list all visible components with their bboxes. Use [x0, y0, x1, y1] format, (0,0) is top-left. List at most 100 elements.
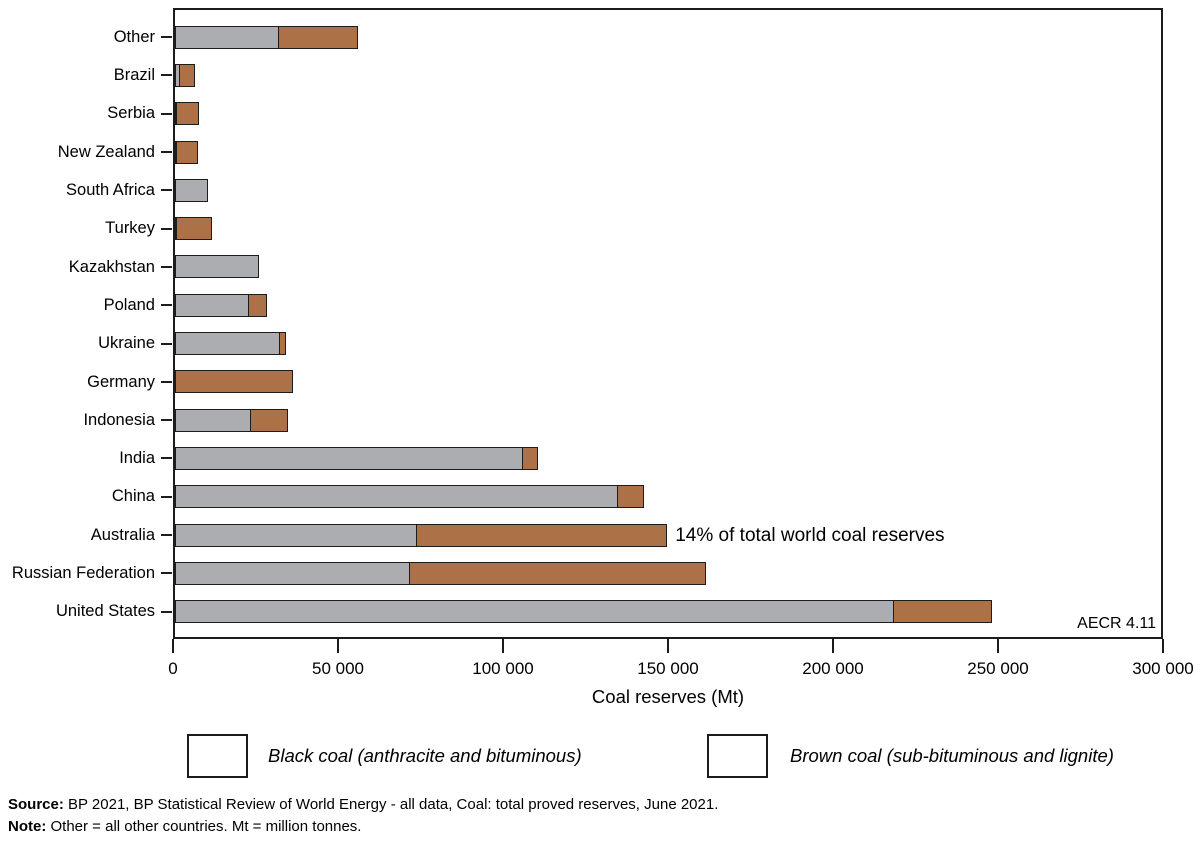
- x-tick-label: 200 000: [802, 659, 864, 678]
- bar-segment-brown-coal: [247, 293, 267, 317]
- bar-segment-brown-coal: [521, 446, 539, 470]
- x-tick-label: 100 000: [472, 659, 534, 678]
- bar-segment-black-coal: [175, 178, 208, 202]
- category-label: Kazakhstan: [68, 257, 155, 276]
- bar-row: Serbia: [107, 95, 1161, 133]
- bar-row: Ukraine: [98, 324, 1161, 362]
- category-label: Serbia: [107, 104, 155, 123]
- category-label: Germany: [87, 372, 155, 391]
- y-tick: [161, 112, 172, 115]
- bar-segment-black-coal: [175, 25, 280, 49]
- bar-row: Kazakhstan: [69, 248, 1161, 286]
- stacked-bar: [175, 217, 1161, 241]
- figure-label: AECR 4.11: [1077, 615, 1156, 632]
- bar-row: Russian Federation: [12, 554, 1161, 592]
- stacked-bar: [175, 370, 1161, 394]
- x-tick: [502, 639, 504, 653]
- stacked-bar: [175, 178, 1161, 202]
- category-label: India: [119, 449, 155, 468]
- stacked-bar: [175, 408, 1161, 432]
- x-tick-label: 250 000: [967, 659, 1029, 678]
- bar-row: Australia 14% of total world coal reserve…: [91, 516, 1161, 554]
- stacked-bar: [175, 255, 1161, 279]
- category-label: Australia: [90, 525, 155, 544]
- legend-label-brown-coal: Brown coal (sub-bituminous and lignite): [790, 745, 1114, 766]
- legend: Black coal (anthracite and bituminous) B…: [0, 732, 1200, 780]
- bar-segment-brown-coal: [178, 63, 196, 87]
- bar-row: India: [119, 439, 1161, 477]
- y-tick: [161, 227, 172, 230]
- x-axis: 0 50 000 100 000 150 000 200 000 250 000 300 0…: [168, 639, 1194, 679]
- category-label: United States: [55, 602, 155, 621]
- x-tick-label: 50 000: [312, 659, 364, 678]
- bar-segment-brown-coal: [415, 523, 668, 547]
- bar-segment-black-coal: [175, 561, 411, 585]
- bar-row: Brazil: [114, 56, 1161, 94]
- stacked-bar: [175, 102, 1161, 126]
- category-label: Ukraine: [98, 334, 155, 353]
- bar-segment-brown-coal: [176, 140, 199, 164]
- note-label: Note:: [8, 818, 47, 835]
- y-tick: [161, 342, 172, 345]
- category-label: Indonesia: [83, 410, 155, 429]
- plot-area: Other Brazil Serbia New Zealand South Africa…: [12, 8, 1163, 639]
- stacked-bar: [175, 63, 1161, 87]
- source-line: Source: BP 2021, BP Statistical Review o…: [8, 794, 718, 816]
- x-tick: [997, 639, 999, 653]
- stacked-bar: [175, 485, 1161, 509]
- stacked-bar: 14% of total world coal reserves: [175, 523, 1161, 547]
- bar-row: New Zealand: [58, 133, 1161, 171]
- y-tick: [161, 457, 172, 460]
- category-label: Poland: [103, 295, 155, 314]
- y-tick: [161, 380, 172, 383]
- bar-row: Other: [114, 18, 1161, 56]
- legend-swatch-brown-coal: [707, 734, 768, 778]
- category-label: China: [111, 487, 155, 506]
- bar-segment-black-coal: [175, 332, 281, 356]
- y-tick: [161, 265, 172, 268]
- y-tick: [161, 189, 172, 192]
- stacked-bar: [175, 561, 1161, 585]
- bar-segment-brown-coal: [175, 370, 293, 394]
- footer-notes: Source: BP 2021, BP Statistical Review o…: [8, 794, 718, 838]
- bar-segment-brown-coal: [175, 102, 199, 126]
- bar-row: Germany: [87, 363, 1161, 401]
- y-tick: [161, 572, 172, 575]
- bar-row: China: [112, 478, 1161, 516]
- stacked-bar: [175, 293, 1161, 317]
- plot-rows: Other Brazil Serbia New Zealand South Africa…: [12, 10, 1161, 637]
- bar-row: Turkey: [105, 209, 1161, 247]
- bar-segment-black-coal: [175, 408, 252, 432]
- legend-label-black-coal: Black coal (anthracite and bituminous): [268, 745, 582, 766]
- bar-row: Indonesia: [83, 401, 1161, 439]
- annotation: 14% of total world coal reserves: [675, 524, 945, 546]
- y-tick: [161, 36, 172, 39]
- x-tick-label: 0: [168, 659, 178, 678]
- y-tick: [161, 419, 172, 422]
- x-tick: [1162, 639, 1164, 653]
- legend-swatch-black-coal: [187, 734, 248, 778]
- x-tick-label: 300 000: [1132, 659, 1194, 678]
- x-tick: [832, 639, 834, 653]
- note-text: Other = all other countries. Mt = millio…: [46, 818, 362, 835]
- bar-segment-brown-coal: [249, 408, 289, 432]
- bar-segment-black-coal: [175, 255, 260, 279]
- x-tick-label: 150 000: [637, 659, 699, 678]
- y-tick: [161, 610, 172, 613]
- bar-segment-brown-coal: [617, 485, 645, 509]
- bar-segment-brown-coal: [277, 25, 359, 49]
- x-tick: [667, 639, 669, 653]
- y-tick: [161, 74, 172, 77]
- y-tick: [161, 495, 172, 498]
- y-tick: [161, 151, 172, 154]
- bar-segment-black-coal: [175, 600, 895, 624]
- stacked-bar: [175, 446, 1161, 470]
- stacked-bar: [175, 332, 1161, 356]
- bar-segment-brown-coal: [893, 600, 992, 624]
- bar-segment-black-coal: [175, 523, 418, 547]
- bar-row: United States: [56, 592, 1161, 630]
- y-tick: [161, 304, 172, 307]
- stacked-bar: [175, 25, 1161, 49]
- y-tick: [161, 534, 172, 536]
- bar-segment-brown-coal: [409, 561, 707, 585]
